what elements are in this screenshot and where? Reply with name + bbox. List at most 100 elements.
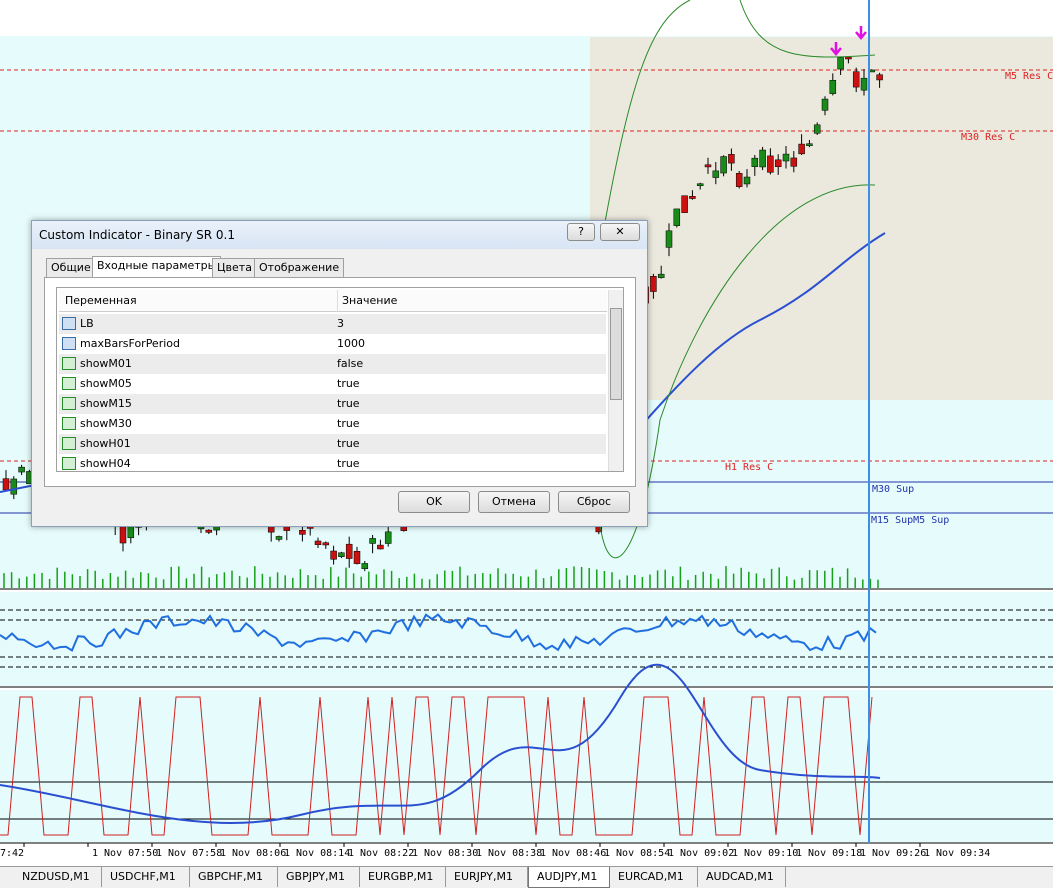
candle <box>696 183 704 186</box>
time-label: 1 Nov 08:46 <box>540 848 606 859</box>
param-value: true <box>337 397 360 410</box>
candle <box>338 552 345 557</box>
scrollbar[interactable] <box>608 290 623 471</box>
candle <box>774 159 782 168</box>
time-label: 1 Nov 08:14 <box>284 848 350 859</box>
time-label: 1 Nov 09:02 <box>668 848 734 859</box>
symbol-tabs: NZDUSD,M1 USDCHF,M1 GBPCHF,M1 GBPJPY,M1 EURG… <box>0 866 1053 888</box>
dialog-button[interactable]: Сброс <box>558 491 630 513</box>
dialog: Custom Indicator - Binary SR 0.1 ? ✕ Общ… <box>31 220 648 527</box>
dialog-tab[interactable]: Отображение <box>254 258 345 277</box>
zone <box>590 37 1053 400</box>
candle <box>704 164 712 168</box>
candle <box>876 74 883 81</box>
band-upper <box>599 0 876 251</box>
candle <box>728 154 735 164</box>
param-row[interactable]: showH04 true <box>59 454 606 471</box>
candle <box>119 526 127 544</box>
candle <box>345 543 353 559</box>
param-name: showM30 <box>80 417 132 430</box>
param-row[interactable]: showM01 false <box>59 354 606 375</box>
candle <box>845 56 852 60</box>
candle <box>384 531 392 544</box>
time-label: 1 Nov 08:54 <box>604 848 670 859</box>
candle <box>837 57 844 70</box>
param-row[interactable]: showM30 true <box>59 414 606 435</box>
sub1-bg <box>0 592 1053 686</box>
candle <box>852 71 860 88</box>
main-bg-top <box>0 0 1053 36</box>
symbol-tab[interactable]: GBPJPY,M1 <box>278 867 360 887</box>
time-label: 1 Nov 07:58 <box>156 848 222 859</box>
dialog-tab[interactable]: Входные параметры <box>92 256 222 278</box>
param-value: true <box>337 417 360 430</box>
time-label: 1 Nov 09:26 <box>860 848 926 859</box>
symbol-tab[interactable]: EURCAD,M1 <box>610 867 698 887</box>
param-row[interactable]: LB 3 <box>59 314 606 335</box>
param-row[interactable]: showH01 true <box>59 434 606 455</box>
dialog-tab[interactable]: Цвета <box>212 258 257 277</box>
oscillator <box>0 613 877 652</box>
param-value: true <box>337 377 360 390</box>
symbol-tab[interactable]: NZDUSD,M1 <box>14 867 102 887</box>
candle <box>330 550 337 560</box>
candle <box>681 195 688 213</box>
param-value: false <box>337 357 364 370</box>
candle <box>314 540 322 545</box>
symbol-tab[interactable]: AUDCAD,M1 <box>698 867 786 887</box>
param-row[interactable]: maxBarsForPeriod 1000 <box>59 334 606 355</box>
chart: M5 Res C M30 Res C H1 Res C M30 Sup M15 … <box>0 0 1053 859</box>
param-value: 1000 <box>337 337 365 350</box>
dialog-button[interactable]: Отмена <box>478 491 550 513</box>
candle <box>743 176 751 185</box>
param-value: true <box>337 437 360 450</box>
candle <box>18 466 25 473</box>
candle <box>657 273 665 278</box>
header-cell: Переменная <box>65 294 137 307</box>
param-name: showM01 <box>80 357 132 370</box>
param-icon <box>62 397 76 410</box>
param-name: showM05 <box>80 377 132 390</box>
close-button[interactable]: ✕ <box>600 223 640 241</box>
symbol-tab[interactable]: AUDJPY,M1 <box>528 867 610 888</box>
level-label: M15 SupM5 Sup <box>871 515 949 526</box>
symbol-tab[interactable]: EURJPY,M1 <box>446 867 528 887</box>
level-label: M5 Res C <box>1005 71 1053 82</box>
symbol-tab[interactable]: GBPCHF,M1 <box>190 867 278 887</box>
candle <box>353 551 361 564</box>
help-button[interactable]: ? <box>567 223 595 241</box>
candle <box>767 155 774 173</box>
param-icon <box>62 337 76 350</box>
param-icon <box>62 457 76 470</box>
time-label: 1 Nov 08:06 <box>220 848 286 859</box>
param-value: true <box>337 457 360 470</box>
scroll-thumb[interactable] <box>610 308 622 400</box>
level-label: H1 Res C <box>725 462 773 473</box>
param-row[interactable]: showM05 true <box>59 374 606 395</box>
candle <box>275 536 283 540</box>
candle <box>798 143 805 155</box>
candle <box>720 156 727 174</box>
time-axis: 7:42 1 Nov 07:501 Nov 07:581 Nov 08:061 N… <box>0 843 990 859</box>
level-label: M30 Sup <box>872 484 914 495</box>
param-name: showM15 <box>80 397 132 410</box>
candle <box>650 276 657 292</box>
dialog-button[interactable]: OK <box>398 491 470 513</box>
symbol-tab[interactable]: USDCHF,M1 <box>102 867 190 887</box>
param-icon <box>62 417 76 430</box>
param-value: 3 <box>337 317 344 330</box>
symbol-tab[interactable]: EURGBP,M1 <box>360 867 446 887</box>
candle <box>790 157 798 167</box>
arrow <box>830 42 842 56</box>
candle <box>689 196 696 199</box>
param-row[interactable]: showM15 true <box>59 394 606 415</box>
candle <box>299 530 306 535</box>
candle <box>821 98 829 111</box>
candle <box>673 208 681 226</box>
param-table: Переменная Значение LB 3 maxBarsForPeriod 1… <box>56 287 624 472</box>
time-label: 1 Nov 08:38 <box>476 848 542 859</box>
level-label: M30 Res C <box>961 132 1015 143</box>
candle <box>322 542 330 546</box>
dialog-tab[interactable]: Общие <box>46 258 96 277</box>
